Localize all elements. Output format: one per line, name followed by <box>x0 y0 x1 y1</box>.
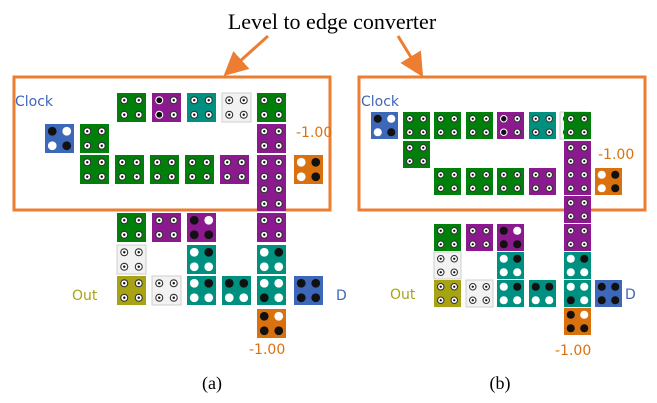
tile <box>564 308 591 335</box>
tile <box>117 276 146 305</box>
tile <box>497 280 524 307</box>
out-label-b: Out <box>390 287 416 303</box>
tile <box>434 280 461 307</box>
tile <box>187 276 216 305</box>
tiles-panel-a <box>45 92 323 338</box>
tile <box>80 124 109 153</box>
tile <box>257 124 286 153</box>
tile <box>187 245 216 274</box>
tile <box>80 155 109 184</box>
d-label-a: D <box>336 288 347 304</box>
value-label-top-b: -1.00 <box>598 147 634 163</box>
tile <box>152 213 181 242</box>
tile <box>257 182 286 211</box>
tile <box>371 112 398 139</box>
d-label-b: D <box>625 287 636 303</box>
tile <box>257 93 286 122</box>
tile <box>187 93 216 122</box>
tile <box>257 276 286 305</box>
tile <box>595 168 622 195</box>
tile <box>466 112 493 139</box>
arrow-to-panel-b <box>396 35 424 78</box>
tile <box>257 213 286 242</box>
converter-box-a <box>12 75 332 212</box>
tile <box>222 276 251 305</box>
tile <box>434 224 461 251</box>
tile <box>294 155 323 184</box>
converter-box-b <box>357 75 647 212</box>
tile <box>564 224 591 251</box>
tile <box>497 168 524 195</box>
tile <box>434 168 461 195</box>
tile <box>466 224 493 251</box>
tile <box>497 224 524 251</box>
diagram-title: Level to edge converter <box>228 9 437 34</box>
tile <box>116 244 147 275</box>
tile <box>115 155 144 184</box>
tile <box>117 213 146 242</box>
tile <box>466 168 493 195</box>
tile <box>433 251 462 280</box>
tile <box>152 93 181 122</box>
tile <box>150 155 179 184</box>
caption-a: (a) <box>202 373 222 394</box>
tile <box>221 92 252 123</box>
tiles-panel-b <box>371 111 622 335</box>
tile <box>45 124 74 153</box>
tile <box>564 112 591 139</box>
tile <box>257 245 286 274</box>
clock-label-b: Clock <box>361 94 400 110</box>
tile <box>294 276 323 305</box>
clock-label-a: Clock <box>15 94 54 110</box>
tile <box>595 280 622 307</box>
tile <box>529 280 556 307</box>
value-label-bottom-a: -1.00 <box>249 342 285 358</box>
tile <box>564 168 591 195</box>
tile <box>465 279 494 308</box>
tile <box>497 112 524 139</box>
out-label-a: Out <box>72 288 98 304</box>
tile <box>185 155 214 184</box>
tile <box>187 213 216 242</box>
tile <box>564 141 591 168</box>
tile <box>403 112 430 139</box>
tile <box>564 252 591 279</box>
tile <box>564 196 591 223</box>
tile <box>257 155 286 184</box>
tile <box>497 252 524 279</box>
tile <box>257 309 286 338</box>
tile <box>117 93 146 122</box>
tile <box>151 275 182 306</box>
arrow-to-panel-a <box>223 34 270 77</box>
value-label-top-a: -1.00 <box>296 125 332 141</box>
tile <box>220 155 249 184</box>
tile <box>564 280 591 307</box>
tile <box>403 141 430 168</box>
caption-b: (b) <box>490 373 511 394</box>
tile <box>434 112 461 139</box>
value-label-bottom-b: -1.00 <box>555 343 591 359</box>
tile <box>529 112 556 139</box>
tile <box>529 168 556 195</box>
